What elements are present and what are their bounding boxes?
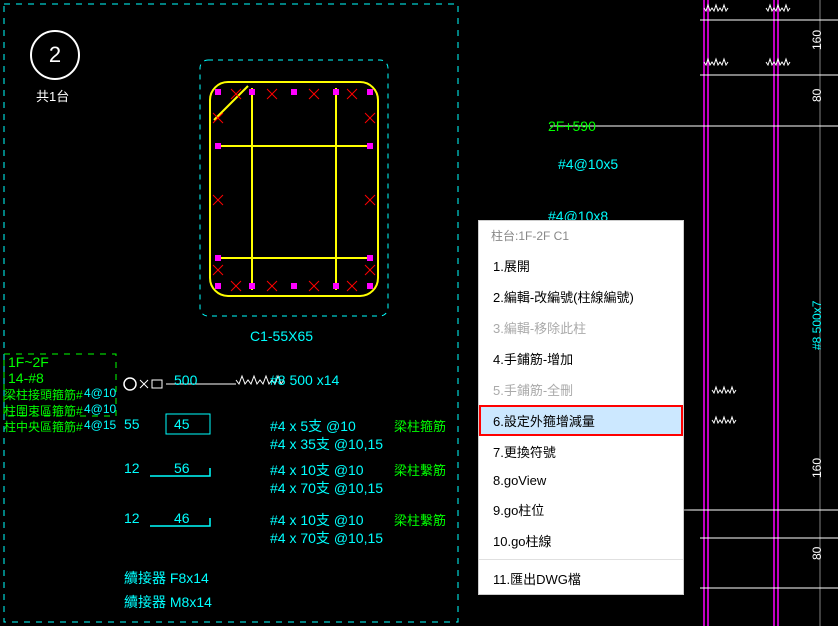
tie-label: 柱中央區箍筋# (4, 418, 83, 435)
rebar-spec: #4 x 70支 @10,15 (270, 478, 383, 498)
rebar-dim: 46 (174, 510, 190, 526)
dimension-text: 80 (810, 89, 824, 102)
menu-item[interactable]: 9.go柱位 (479, 494, 683, 525)
rebar-spec: #4 x 10支 @10 (270, 510, 364, 530)
elevation-label: 2F+590 (548, 118, 596, 134)
tie-label: 柱圍束區箍筋# (4, 402, 83, 419)
bar-size: 14-#8 (8, 370, 44, 386)
menu-item[interactable]: 7.更換符號 (479, 436, 683, 467)
menu-item: 5.手鋪筋-全刪 (479, 374, 683, 405)
rebar-dim: 45 (174, 416, 190, 432)
tie-spec: 4@10 (84, 402, 116, 416)
rebar-spec: #8 500 x14 (270, 372, 339, 388)
dimension-text: #8 500x7 (810, 301, 824, 350)
dimension-text: 160 (810, 458, 824, 478)
badge-number: 2 (49, 42, 61, 67)
rebar-spec: #4 x 70支 @10,15 (270, 528, 383, 548)
rebar-spec: #4 x 35支 @10,15 (270, 434, 383, 454)
rebar-note: 梁柱繫筋 (394, 460, 446, 479)
cad-canvas (0, 0, 838, 626)
section-label: C1-55X65 (250, 328, 313, 344)
floor-range: 1F~2F (8, 354, 49, 370)
menu-item[interactable]: 11.匯出DWG檔 (479, 563, 683, 594)
context-menu-title: 柱台:1F-2F C1 (479, 221, 683, 250)
dimension-text: 80 (810, 547, 824, 560)
menu-item[interactable]: 10.go柱線 (479, 525, 683, 556)
splice-2: 續接器 M8x14 (124, 592, 212, 612)
column-badge: 2 (30, 30, 80, 80)
elevation-label: #4@10x5 (558, 156, 618, 172)
splice-1: 續接器 F8x14 (124, 568, 209, 588)
rebar-note: 梁柱箍筋 (394, 416, 446, 435)
menu-separator (479, 559, 683, 560)
menu-item: 3.編輯-移除此柱 (479, 312, 683, 343)
rebar-dim: 56 (174, 460, 190, 476)
tie-label: 梁柱接頭箍筋# (4, 386, 83, 403)
menu-item[interactable]: 1.展開 (479, 250, 683, 281)
dimension-text: 160 (810, 30, 824, 50)
menu-item[interactable]: 4.手鋪筋-增加 (479, 343, 683, 374)
rebar-dim: 500 (174, 372, 197, 388)
rebar-spec: #4 x 10支 @10 (270, 460, 364, 480)
rebar-pre: 12 (124, 510, 140, 526)
menu-item[interactable]: 6.設定外箍增減量 (479, 405, 683, 436)
rebar-pre: 12 (124, 460, 140, 476)
rebar-spec: #4 x 5支 @10 (270, 416, 356, 436)
context-menu[interactable]: 柱台:1F-2F C1 1.展開2.編輯-改編號(柱線編號)3.編輯-移除此柱4… (478, 220, 684, 595)
rebar-pre: 55 (124, 416, 140, 432)
rebar-note: 梁柱繫筋 (394, 510, 446, 529)
tie-spec: 4@10 (84, 386, 116, 400)
badge-caption: 共1台 (36, 86, 69, 105)
tie-spec: 4@15 (84, 418, 116, 432)
menu-item[interactable]: 8.goView (479, 467, 683, 494)
menu-item[interactable]: 2.編輯-改編號(柱線編號) (479, 281, 683, 312)
